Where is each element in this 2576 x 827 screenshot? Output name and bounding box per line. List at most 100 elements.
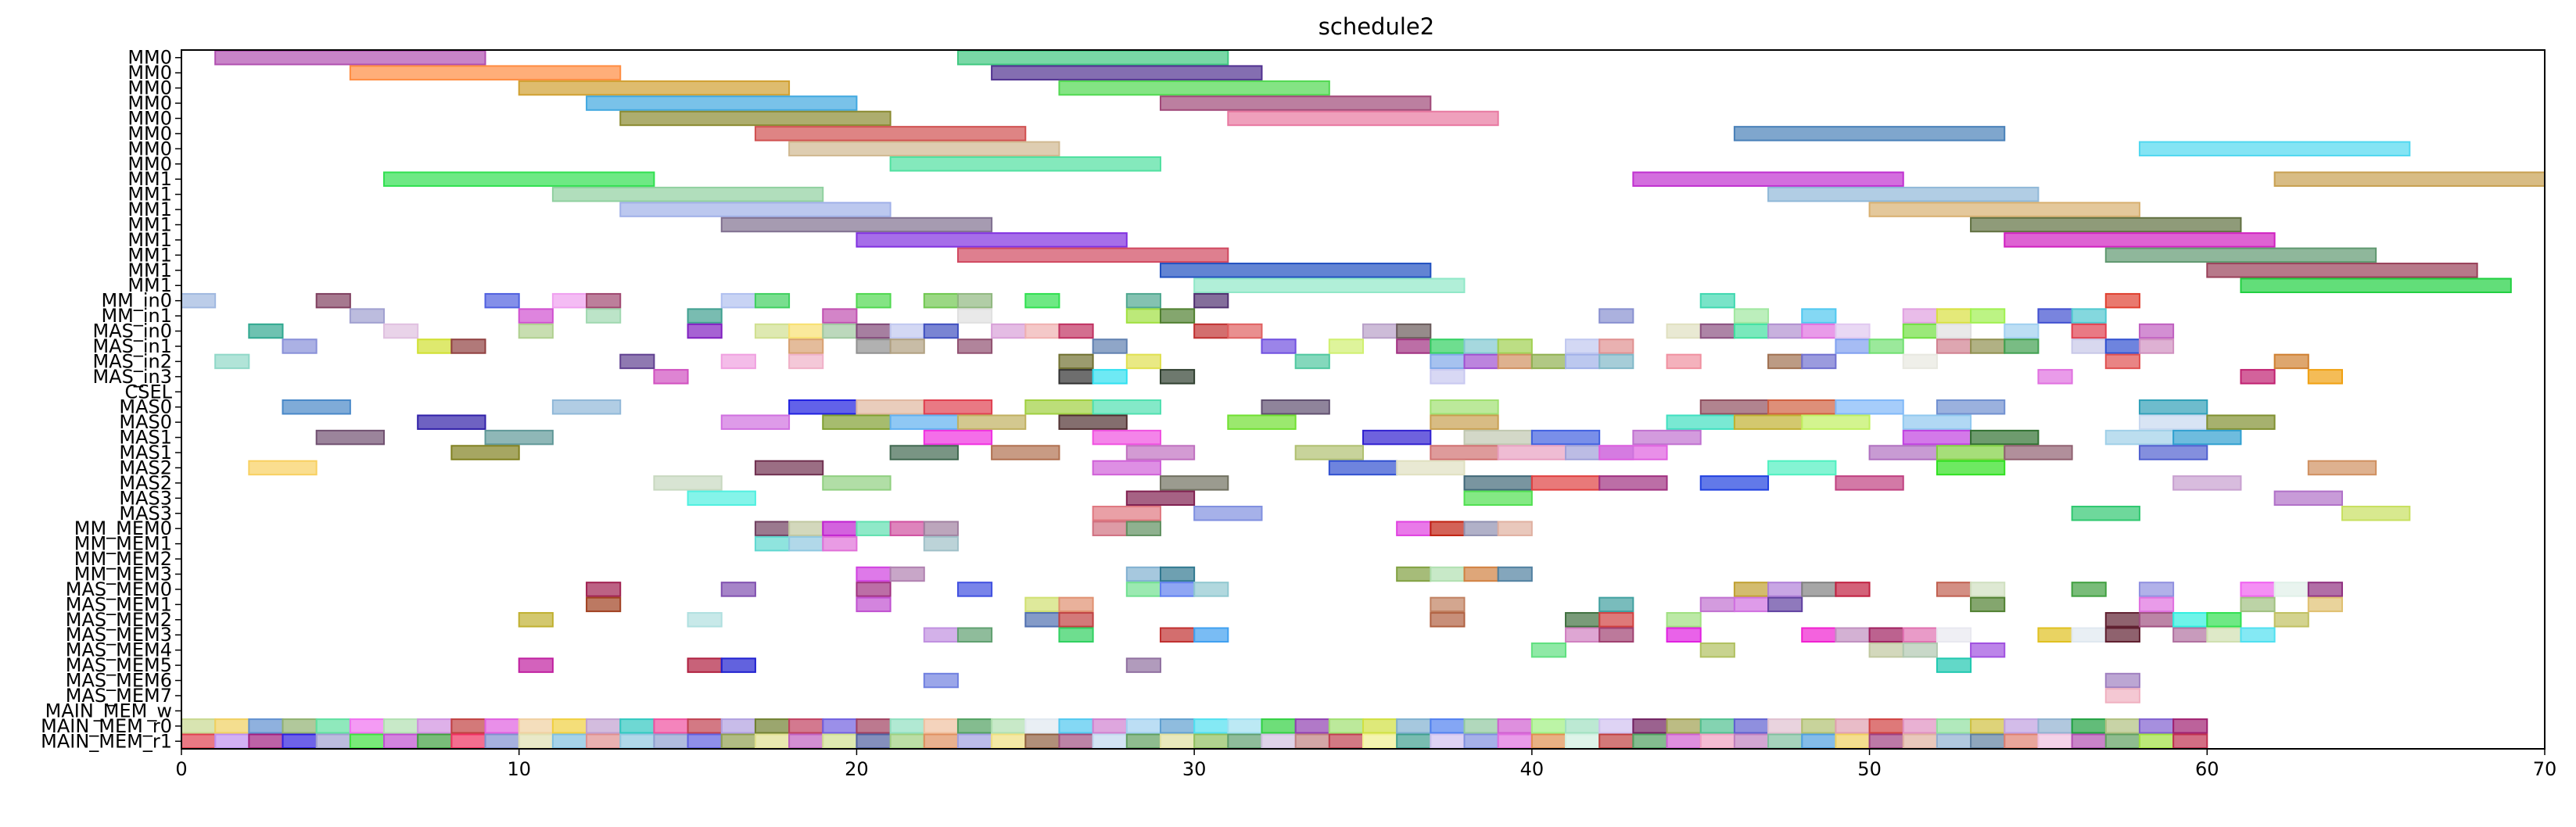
task-bar xyxy=(248,733,284,750)
task-bar xyxy=(1598,445,1668,460)
task-bar xyxy=(1902,353,1938,370)
task-bar xyxy=(1058,627,1094,643)
task-bar xyxy=(856,566,892,582)
task-bar xyxy=(1801,308,1837,324)
y-tick-label: MAS2 xyxy=(119,472,172,494)
task-bar xyxy=(1699,733,1735,750)
task-bar xyxy=(1801,582,1837,597)
task-bar xyxy=(1092,521,1128,536)
task-bar xyxy=(754,460,824,476)
task-bar xyxy=(349,733,386,750)
task-bar xyxy=(1463,733,1499,750)
task-bar xyxy=(1463,429,1533,446)
task-bar xyxy=(1159,718,1196,734)
task-bar xyxy=(1328,718,1365,734)
task-bar xyxy=(1699,596,1735,613)
task-bar xyxy=(2071,718,2107,734)
y-tick-label: MAS2 xyxy=(119,456,172,478)
task-bar xyxy=(1699,292,1735,309)
task-bar xyxy=(1092,718,1128,734)
task-bar xyxy=(1396,733,1432,750)
task-bar xyxy=(889,566,925,582)
task-bar xyxy=(2206,627,2242,643)
x-tick-label: 30 xyxy=(1182,758,1207,780)
task-bar xyxy=(1767,460,1837,476)
task-bar xyxy=(1227,718,1263,734)
task-bar xyxy=(2273,171,2546,187)
task-bar xyxy=(1970,582,2006,597)
task-bar xyxy=(1530,429,1601,446)
task-bar xyxy=(586,308,622,324)
task-bar xyxy=(754,718,791,734)
task-bar xyxy=(1733,414,1803,430)
task-bar xyxy=(856,232,1128,248)
task-bar xyxy=(923,429,993,446)
task-bar xyxy=(956,247,1229,263)
task-bar xyxy=(2037,308,2073,324)
y-tick-label: MM_MEM1 xyxy=(74,533,172,555)
task-bar xyxy=(1396,460,1466,476)
task-bar xyxy=(1024,323,1060,339)
task-bar xyxy=(923,521,959,536)
y-tick-label: CSEL xyxy=(124,381,172,403)
task-bar xyxy=(1058,353,1094,370)
task-bar xyxy=(1835,718,1871,734)
task-bar xyxy=(1497,338,1533,354)
task-bar xyxy=(518,308,554,324)
task-bar xyxy=(1227,733,1263,750)
task-bar xyxy=(1463,353,1499,370)
y-tick-label: MM1 xyxy=(127,244,172,266)
task-bar xyxy=(856,323,892,339)
task-bar xyxy=(1463,521,1499,536)
task-bar xyxy=(1362,718,1398,734)
task-bar xyxy=(1159,263,1432,278)
task-bar xyxy=(2104,353,2140,370)
y-tick-label: MM1 xyxy=(127,184,172,206)
y-tick-label: MM1 xyxy=(127,199,172,220)
task-bar xyxy=(991,718,1027,734)
y-tick-label: MM_in1 xyxy=(101,305,172,327)
y-axis: MM0MM0MM0MM0MM0MM0MM0MM0MM1MM1MM1MM1MM1M… xyxy=(41,47,181,752)
task-bar xyxy=(551,186,824,202)
task-bar xyxy=(282,338,318,354)
task-bar xyxy=(484,429,554,446)
task-bar xyxy=(1058,323,1094,339)
task-bar xyxy=(1970,429,2040,446)
task-bar xyxy=(315,718,351,734)
y-tick-label: MM0 xyxy=(127,92,172,114)
task-bar xyxy=(1902,429,1972,446)
task-bar xyxy=(214,718,250,734)
task-bar xyxy=(1565,612,1601,628)
y-tick-label: MAS3 xyxy=(119,487,172,509)
task-bar xyxy=(2273,490,2343,507)
task-bar xyxy=(1666,733,1702,750)
task-bar xyxy=(1565,718,1601,734)
task-bar xyxy=(1530,475,1601,491)
task-bar xyxy=(687,657,723,673)
task-bar xyxy=(923,627,959,643)
task-bar xyxy=(2071,582,2107,597)
task-bar xyxy=(1261,733,1297,750)
task-bar xyxy=(383,171,655,187)
task-bar xyxy=(956,49,1229,66)
task-bar xyxy=(315,733,351,750)
task-bar xyxy=(2004,323,2040,339)
task-bar xyxy=(1868,642,1904,658)
x-tick-label: 50 xyxy=(1857,758,1882,780)
task-bar xyxy=(248,460,318,476)
task-bar xyxy=(991,445,1060,460)
task-bar xyxy=(2206,612,2242,628)
task-bar xyxy=(551,292,588,309)
task-bar xyxy=(956,338,993,354)
y-tick-label: MM0 xyxy=(127,62,172,84)
task-bar xyxy=(2071,338,2107,354)
task-bar xyxy=(991,323,1027,339)
task-bar xyxy=(1835,475,1904,491)
task-bar xyxy=(1970,338,2006,354)
task-bar xyxy=(822,718,858,734)
task-bar xyxy=(2138,445,2208,460)
task-bar xyxy=(2273,612,2309,628)
task-bar xyxy=(1024,612,1060,628)
task-bar xyxy=(518,733,554,750)
task-bar xyxy=(1497,521,1533,536)
